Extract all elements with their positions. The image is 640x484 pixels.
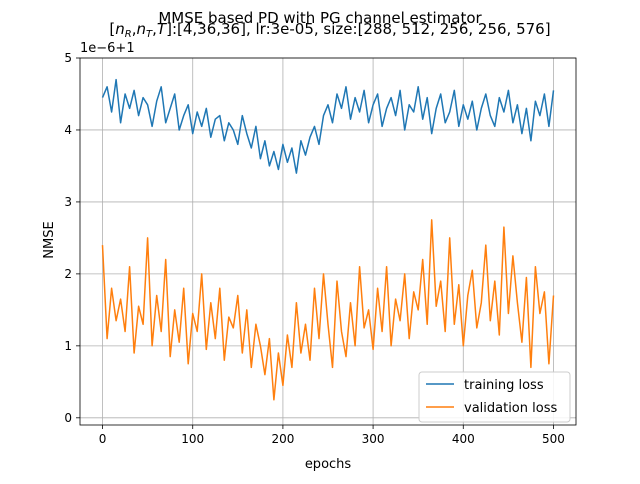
subtitle-n-r: n <box>115 20 125 38</box>
x-tick-label: 300 <box>362 432 385 446</box>
subtitle-r-subscript: R <box>125 29 132 40</box>
x-tick-label: 400 <box>452 432 475 446</box>
subtitle-t-subscript: T <box>146 29 153 40</box>
chart-title: MMSE based PD with PG channel estimator <box>158 9 482 27</box>
series-line-validation-loss <box>101 219 555 401</box>
y-tick-label: 1 <box>64 339 72 353</box>
chart-subtitle: [nR,nT,T]:[4,36,36], lr:3e-05, size:[288… <box>109 20 550 40</box>
subtitle-comma-1: , <box>132 20 137 38</box>
subtitle-open: [ <box>109 20 115 38</box>
y-axis-label: NMSE <box>42 221 57 258</box>
x-tick-label: 500 <box>542 432 565 446</box>
x-tick-label: 200 <box>271 432 294 446</box>
y-tick-label: 5 <box>64 51 72 65</box>
y-tick-label: 2 <box>64 267 72 281</box>
legend-label-validation-loss: validation loss <box>464 401 557 416</box>
x-tick-label: 0 <box>99 432 107 446</box>
legend-box <box>418 371 571 423</box>
subtitle-comma-2: , <box>152 20 157 38</box>
subtitle-rest: ]:[4,36,36], lr:3e-05, size:[288, 512, 2… <box>166 20 550 38</box>
plot-frame <box>79 57 577 426</box>
x-tick-label: 100 <box>181 432 204 446</box>
y-tick-label: 0 <box>64 411 72 425</box>
y-tick-label: 3 <box>64 195 72 209</box>
series-lines <box>101 78 555 401</box>
legend-label-training-loss: training loss <box>464 378 544 393</box>
subtitle-n-t: n <box>137 20 147 38</box>
legend: training loss validation loss <box>418 371 571 423</box>
axis-ticks: 0 100 200 300 400 500 0 1 2 3 4 5 <box>64 51 565 446</box>
subtitle-t: T <box>157 20 168 38</box>
series-line-training-loss <box>101 78 555 174</box>
y-tick-label: 4 <box>64 123 72 137</box>
y-offset-label: 1e−6+1 <box>80 41 135 56</box>
x-axis-label: epochs <box>305 457 352 472</box>
